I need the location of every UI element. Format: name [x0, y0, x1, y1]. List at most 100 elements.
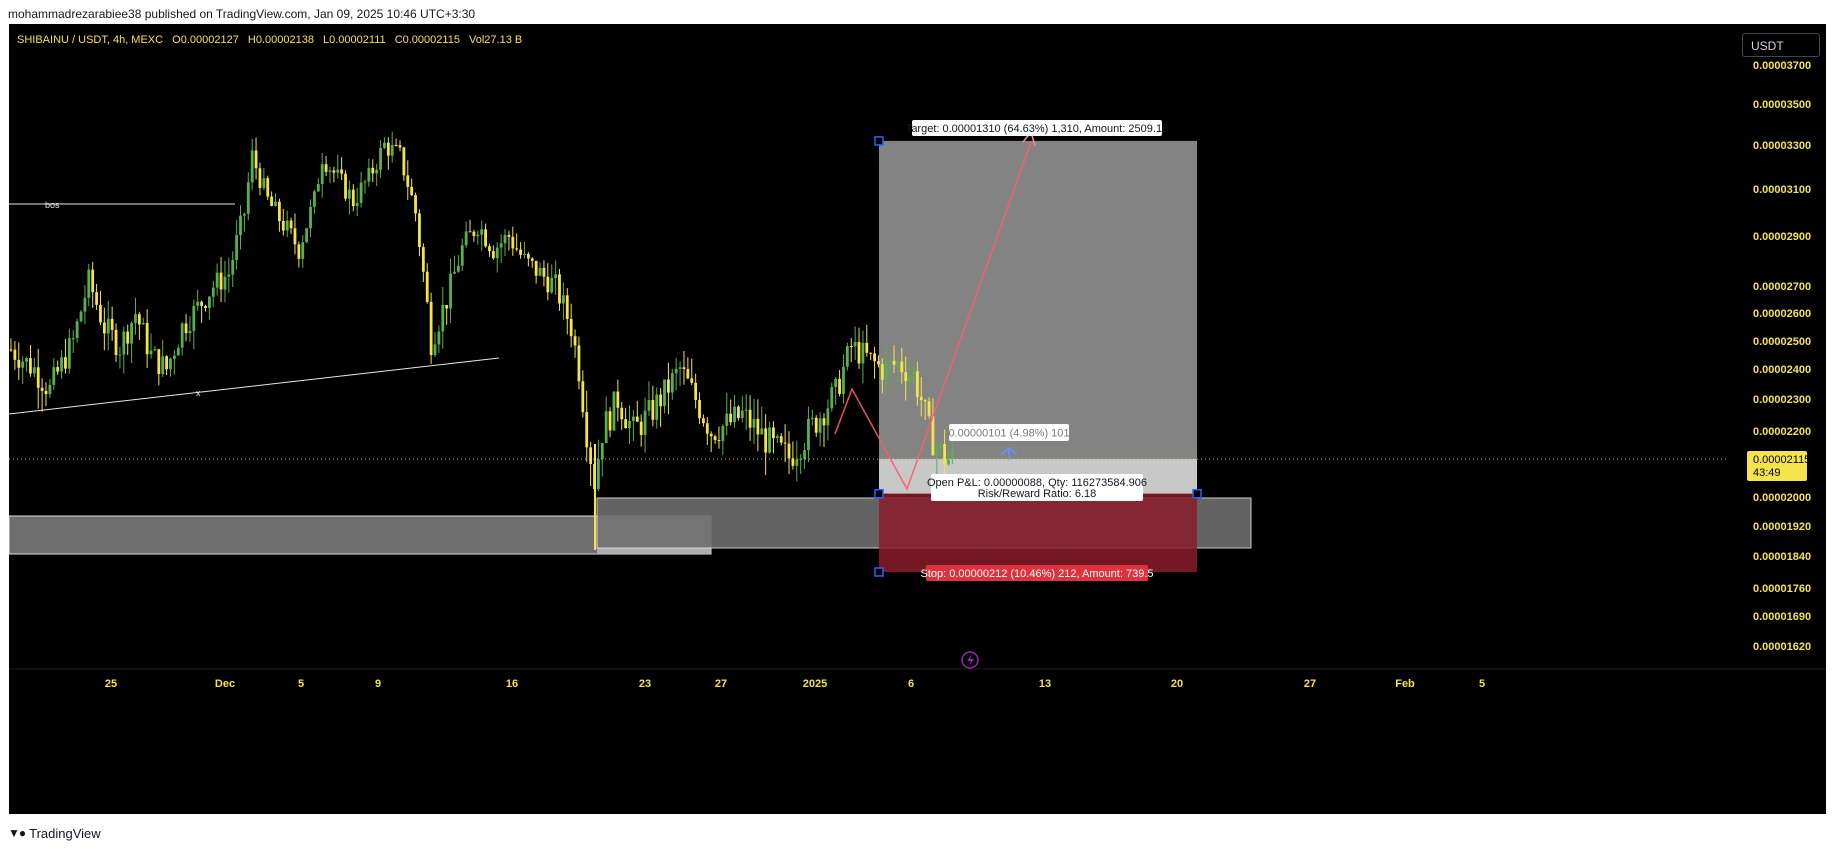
candle-body — [313, 191, 316, 207]
candle-body — [694, 382, 698, 400]
candle-body — [36, 367, 40, 388]
candle-body — [281, 220, 285, 231]
candles — [9, 131, 954, 505]
candle-body — [589, 447, 593, 465]
x-tick-label: 27 — [1304, 678, 1316, 690]
candle-body — [624, 419, 628, 429]
candle-body — [227, 274, 231, 277]
candle-body — [779, 436, 783, 443]
candle-body — [857, 342, 861, 364]
candle-body — [418, 213, 421, 248]
y-tick-label: 0.00002500 — [1753, 336, 1811, 348]
stop-label-box — [926, 565, 1148, 581]
x-tick-label: 16 — [506, 678, 518, 690]
candle-body — [437, 331, 441, 345]
candle-body — [810, 417, 814, 419]
candle-body — [67, 338, 71, 369]
candle-body — [351, 189, 355, 207]
chart-canvas[interactable]: bos x Target: 0.00001310 (64.63%) 1,310, A… — [9, 24, 1826, 814]
candle-body — [725, 413, 729, 426]
candle-body — [441, 305, 445, 332]
y-tick-label: 0.00002600 — [1753, 308, 1811, 320]
x-tick-label: Feb — [1395, 678, 1415, 690]
candle-body — [460, 245, 464, 266]
candle-body — [526, 253, 530, 259]
candle-body — [565, 295, 569, 319]
candle-body — [336, 169, 340, 173]
candle-body — [674, 368, 678, 374]
x-tick-label: 20 — [1171, 678, 1183, 690]
x-tick-label: 27 — [715, 678, 727, 690]
candle-body — [523, 253, 526, 255]
x-tick-label: 5 — [298, 678, 304, 690]
current-profit-label: 0.00000101 (4.98%) 101 — [948, 428, 1069, 440]
candle-body — [760, 428, 764, 435]
candle-body — [635, 416, 639, 422]
candle-body — [243, 213, 246, 216]
low-value: L0.00002111 — [323, 34, 386, 46]
candle-body — [904, 372, 908, 382]
currency-button[interactable]: USDT — [1742, 33, 1820, 57]
current-profit-label-box — [949, 424, 1069, 441]
y-tick-label: 0.00001620 — [1753, 641, 1811, 653]
candle-body — [834, 378, 838, 388]
candle-body — [892, 360, 896, 365]
candle-body — [639, 421, 643, 435]
candle-body — [935, 448, 939, 456]
candle-body — [775, 436, 779, 439]
y-tick-label: 0.00002400 — [1753, 364, 1811, 376]
rr-label: Risk/Reward Ratio: 6.18 — [978, 488, 1097, 500]
chart-area[interactable]: bos x Target: 0.00001310 (64.63%) 1,310, A… — [9, 24, 1826, 814]
candle-body — [52, 367, 56, 385]
candle-body — [488, 246, 491, 252]
candle-body — [161, 356, 165, 375]
candle-body — [433, 344, 437, 355]
candle-body — [172, 355, 176, 359]
candle-body — [344, 173, 347, 199]
candle-body — [877, 361, 880, 365]
candle-body — [320, 164, 324, 185]
candle-body — [363, 181, 367, 183]
y-tick-label: 0.00003700 — [1753, 60, 1811, 72]
candle-body — [861, 342, 865, 364]
candle-body — [643, 410, 647, 435]
candle-body — [262, 178, 266, 188]
countdown-label: 43:49 — [1753, 467, 1781, 479]
candle-body — [585, 412, 589, 448]
candle-body — [301, 242, 305, 259]
candle-body — [200, 301, 204, 306]
candle-body — [215, 272, 219, 288]
candle-body — [402, 147, 406, 176]
candle-body — [305, 228, 309, 243]
candle-body — [612, 391, 616, 431]
candle-body — [491, 251, 495, 259]
candle-body — [379, 147, 382, 170]
candle-body — [383, 142, 386, 148]
candle-body — [865, 342, 869, 353]
candle-body — [849, 346, 853, 348]
x-tick-label: 9 — [375, 678, 381, 690]
candle-body — [682, 367, 686, 369]
candle-body — [511, 236, 515, 249]
candle-body — [884, 361, 888, 380]
candle-body — [869, 352, 873, 354]
candle-body — [620, 407, 624, 420]
candle-body — [853, 342, 857, 347]
candle-body — [153, 349, 157, 351]
candle-body — [519, 249, 522, 255]
candle-body — [274, 201, 277, 206]
candle-body — [733, 406, 736, 423]
candle-body — [134, 314, 137, 324]
candle-body — [406, 175, 410, 187]
y-tick-label: 0.00001760 — [1753, 583, 1811, 595]
stop-zone — [879, 493, 1197, 572]
candle-body — [188, 330, 192, 334]
candle-body — [791, 458, 795, 466]
position-handle-3 — [874, 567, 884, 577]
candle-body — [717, 440, 721, 442]
candle-body — [713, 436, 717, 441]
candle-body — [71, 338, 75, 340]
tradingview-logo-icon: ▼● — [8, 826, 26, 840]
candle-body — [499, 243, 503, 248]
candle-body — [581, 381, 585, 413]
